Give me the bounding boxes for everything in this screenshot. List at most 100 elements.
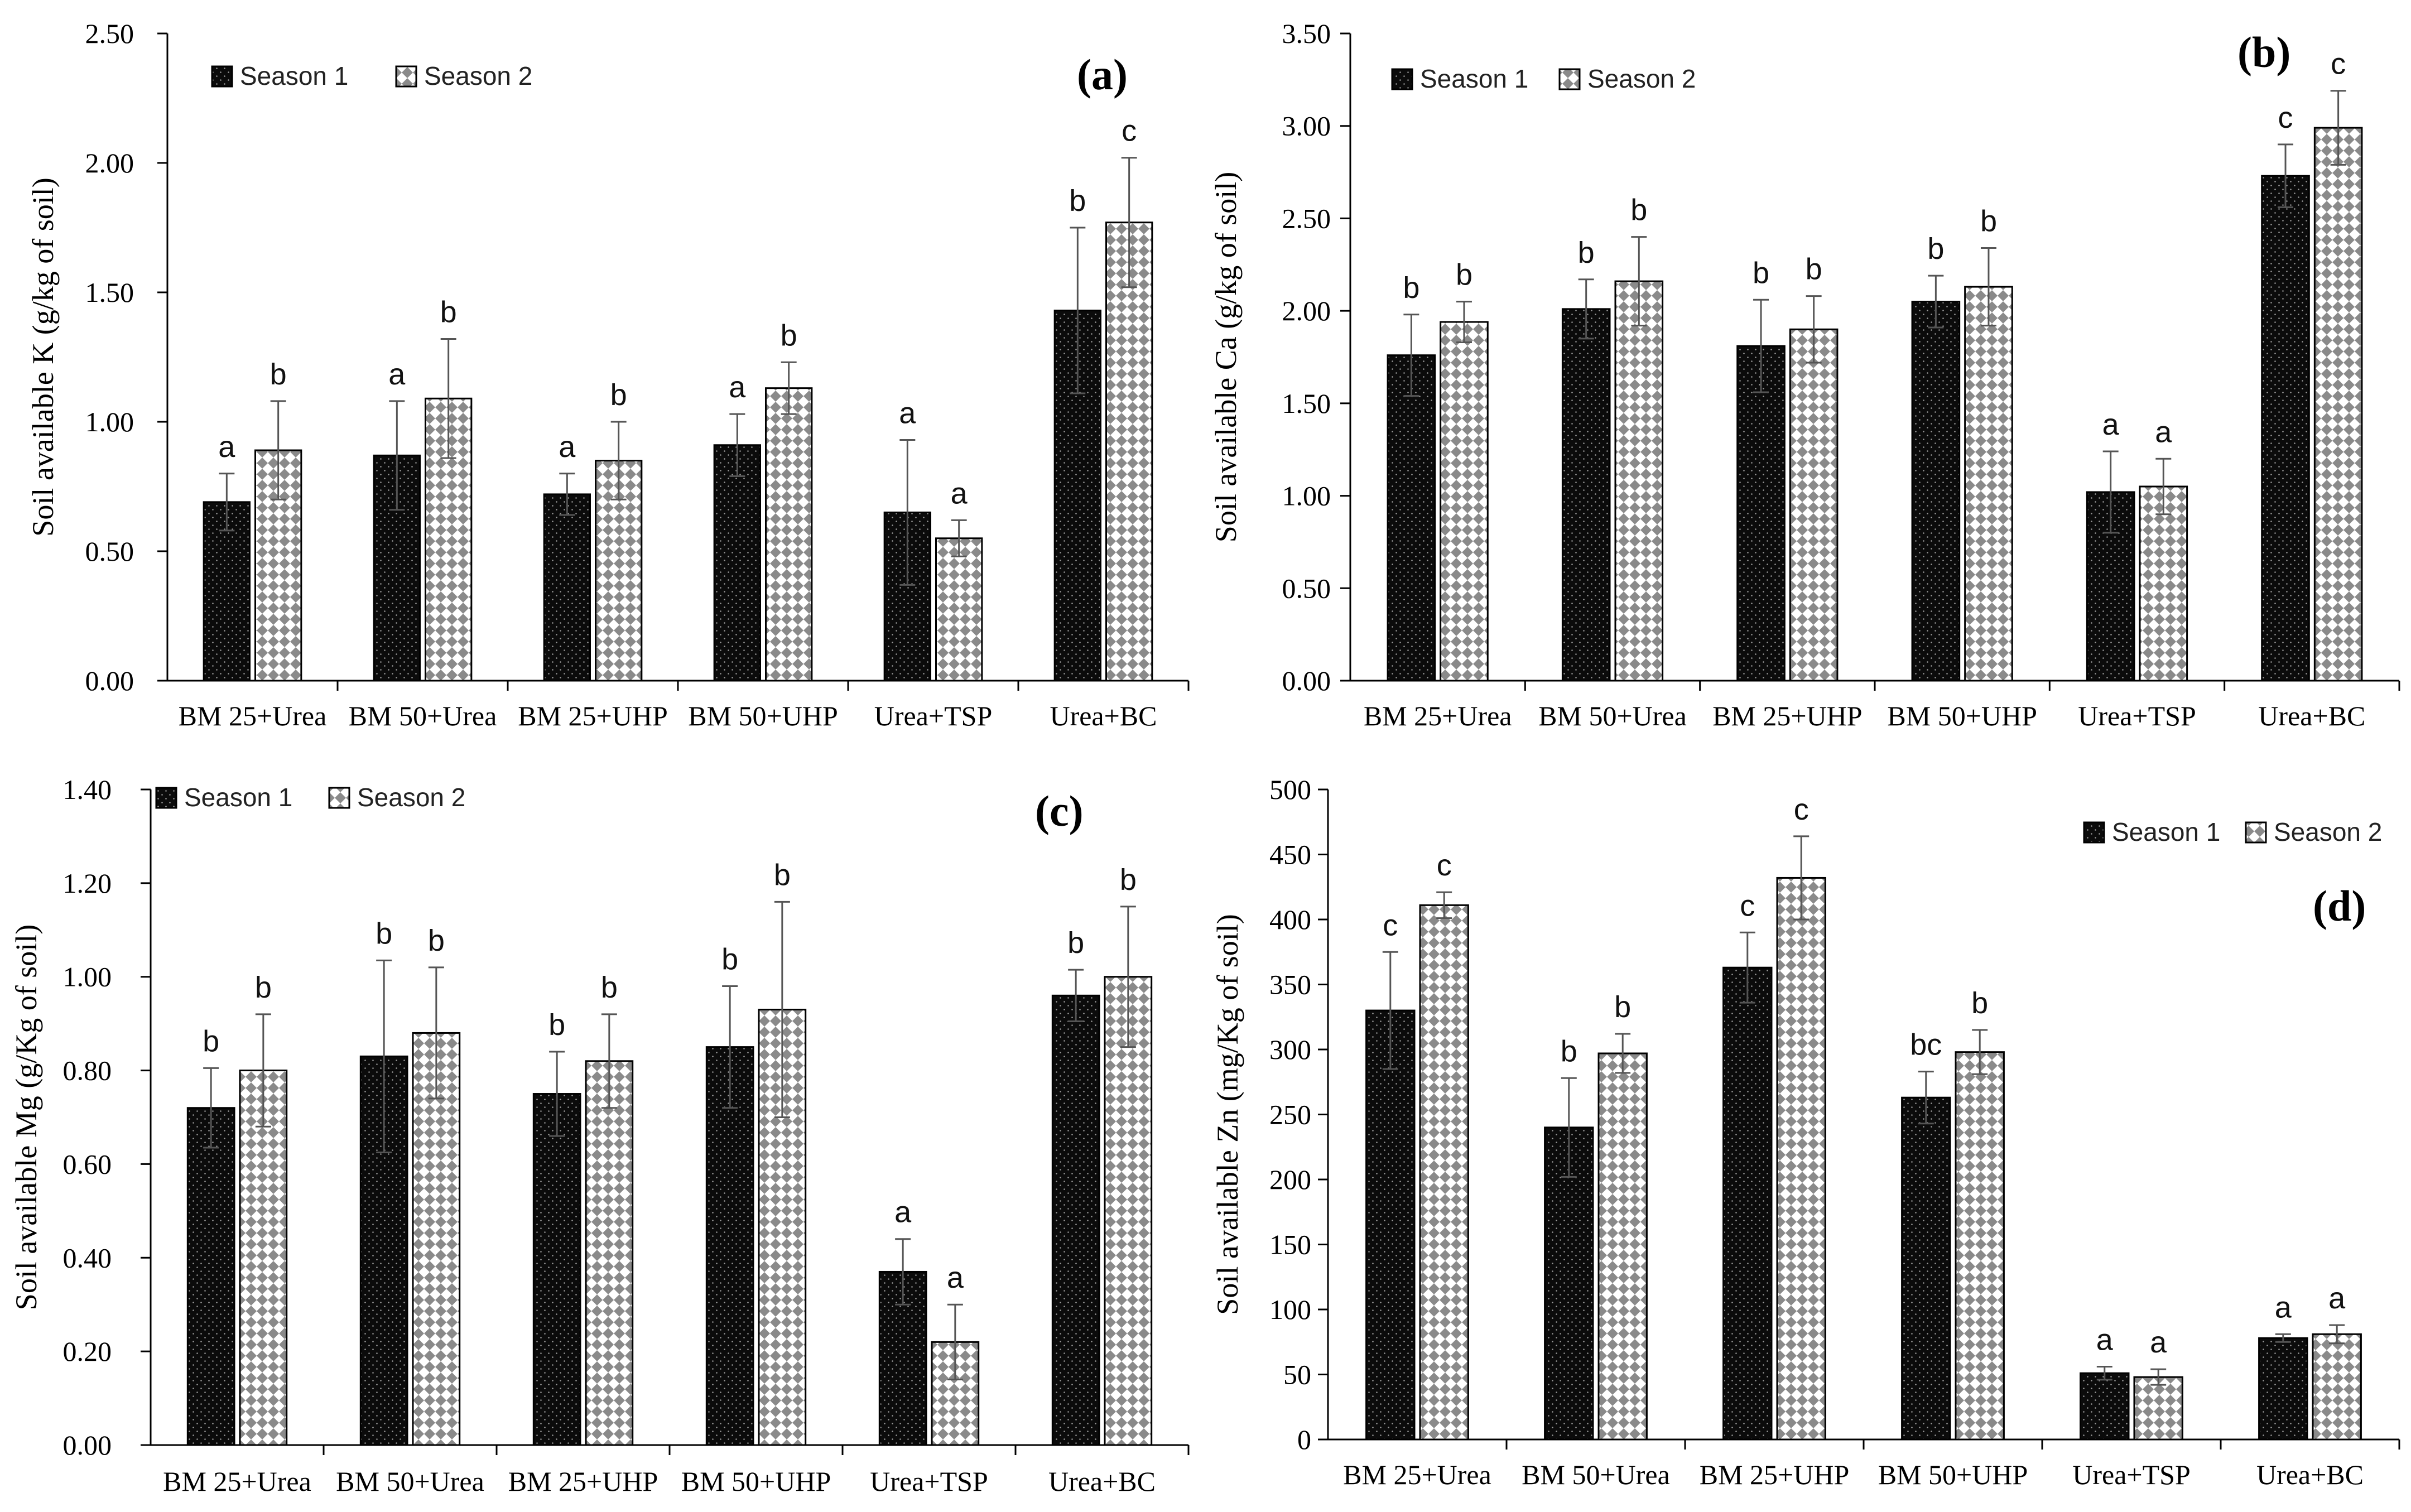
legend-label: Season 1	[1420, 64, 1528, 93]
x-tick-label: BM 25+Urea	[1343, 1459, 1491, 1490]
bar-season-1	[1387, 354, 1436, 682]
legend-swatch-season-2	[395, 65, 417, 88]
significance-letter: b	[1614, 990, 1631, 1024]
y-tick-label: 1.50	[85, 277, 134, 308]
legend-swatch-season-2	[328, 787, 350, 809]
x-tick-label: BM 50+UHP	[681, 1466, 831, 1497]
y-tick-label: 200	[1269, 1164, 1311, 1195]
y-tick-label: 500	[1269, 774, 1311, 805]
bar-season-1	[1365, 1009, 1416, 1441]
significance-letter: bc	[1910, 1028, 1942, 1062]
bar-season-1	[186, 1107, 235, 1446]
x-tick-label: BM 50+UHP	[1878, 1459, 2028, 1490]
y-tick-label: 0.60	[63, 1148, 112, 1179]
bar-season-1	[705, 1046, 754, 1446]
y-tick-label: 2.00	[1282, 295, 1331, 326]
x-tick-label: BM 50+Urea	[336, 1466, 484, 1497]
bar-season-2	[2139, 485, 2188, 682]
significance-letter: b	[1980, 204, 1997, 238]
x-tick-label: Urea+BC	[1048, 1466, 1156, 1497]
y-tick-label: 0.40	[63, 1242, 112, 1273]
x-tick-label: BM 25+UHP	[518, 700, 668, 731]
significance-letter: b	[203, 1024, 219, 1058]
y-tick-label: 0.00	[63, 1429, 112, 1461]
significance-letter: a	[899, 396, 916, 430]
significance-letter: b	[781, 319, 797, 352]
y-tick-label: 0	[1297, 1424, 1311, 1455]
bar-season-2	[1776, 877, 1826, 1441]
y-tick-label: 250	[1269, 1099, 1311, 1130]
y-tick-label: 150	[1269, 1229, 1311, 1260]
legend-swatch-season-1	[2083, 821, 2105, 844]
y-tick-label: 3.50	[1282, 18, 1331, 49]
bar-season-1	[713, 444, 762, 682]
bar-season-1	[2080, 1372, 2130, 1441]
significance-letter: a	[729, 370, 746, 404]
panel-label: (d)	[2313, 882, 2366, 930]
y-tick-label: 350	[1269, 969, 1311, 1000]
x-tick-label: BM 50+UHP	[688, 700, 838, 731]
y-tick-label: 450	[1269, 839, 1311, 870]
legend-label: Season 1	[184, 783, 292, 812]
significance-letter: b	[1578, 236, 1595, 269]
significance-letter: b	[610, 378, 627, 412]
bar-season-2	[1419, 904, 1469, 1441]
significance-letter: b	[721, 943, 738, 976]
y-tick-label: 400	[1269, 904, 1311, 935]
bar-season-2	[2312, 1333, 2362, 1441]
bar-season-1	[1051, 994, 1100, 1446]
significance-letter: b	[1456, 258, 1472, 292]
significance-letter: a	[388, 358, 406, 391]
x-tick-label: BM 50+Urea	[1522, 1459, 1670, 1490]
significance-letter: b	[1067, 926, 1084, 960]
bar-season-1	[1561, 308, 1611, 682]
bar-season-2	[1789, 328, 1839, 682]
legend-swatch-season-2	[2245, 821, 2267, 844]
x-tick-label: Urea+BC	[1050, 700, 1157, 731]
x-tick-label: BM 25+UHP	[1700, 1459, 1850, 1490]
x-tick-label: Urea+TSP	[2072, 1459, 2191, 1490]
significance-letter: a	[2096, 1323, 2114, 1357]
bar-season-2	[2313, 127, 2363, 682]
significance-letter: b	[601, 971, 618, 1004]
y-tick-label: 2.00	[85, 147, 134, 179]
significance-letter: a	[559, 430, 576, 464]
y-tick-label: 1.00	[85, 406, 134, 437]
significance-letter: a	[2155, 415, 2172, 449]
panel-label: (a)	[1077, 50, 1128, 99]
significance-letter: a	[894, 1196, 912, 1229]
bar-season-1	[543, 493, 591, 682]
x-tick-label: BM 50+Urea	[1538, 700, 1687, 731]
significance-letter: b	[1561, 1034, 1577, 1068]
bar-season-2	[935, 537, 983, 682]
panel-label: (b)	[2237, 28, 2290, 76]
y-tick-label: 0.50	[1282, 572, 1331, 604]
significance-letter: b	[1120, 863, 1137, 897]
legend-swatch-season-2	[1558, 68, 1581, 90]
significance-letter: b	[440, 296, 457, 329]
bar-season-2	[1104, 976, 1153, 1446]
significance-letter: c	[1794, 793, 1809, 826]
bar-season-2	[585, 1060, 634, 1446]
chart-panel-a: 0.00 0.50 1.00 1.50 2.00 2.50 Soil available K…	[26, 18, 1190, 731]
bar-season-2	[1614, 280, 1664, 682]
y-tick-label: 0.80	[63, 1055, 112, 1086]
bar-season-2	[1105, 221, 1153, 682]
chart-panel-c: 0.00 0.20 0.40 0.60 0.80 1.00 1.20 1.40 Soil ava…	[9, 774, 1190, 1497]
y-axis-title: Soil available Mg (g/Kg of soil)	[9, 924, 43, 1310]
y-tick-label: 3.00	[1282, 110, 1331, 142]
bar-season-2	[1597, 1052, 1648, 1441]
bar-season-2	[765, 387, 813, 682]
panel-label: (c)	[1035, 787, 1084, 835]
bar-season-1	[1722, 966, 1773, 1441]
x-tick-label: Urea+BC	[2256, 1459, 2364, 1490]
bar-season-1	[532, 1093, 581, 1446]
legend-label: Season 1	[240, 61, 348, 90]
bar-season-1	[373, 454, 421, 682]
bar-season-2	[412, 1032, 461, 1446]
bar-season-2	[239, 1070, 288, 1446]
significance-letter: c	[1383, 908, 1398, 942]
y-tick-label: 1.00	[63, 961, 112, 993]
significance-letter: b	[1630, 194, 1647, 227]
